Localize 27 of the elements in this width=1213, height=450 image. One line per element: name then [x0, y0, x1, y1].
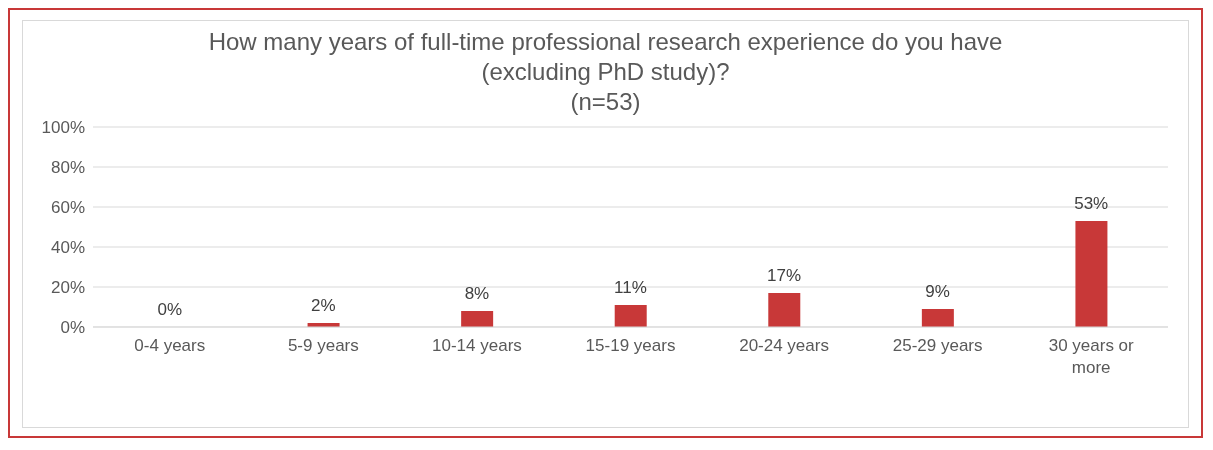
bar	[921, 309, 954, 327]
y-tick-label: 100%	[41, 118, 85, 138]
x-tick-label: 10-14 years	[432, 336, 522, 355]
bar	[1075, 221, 1108, 327]
x-tick-label: 25-29 years	[892, 336, 983, 355]
y-tick-label: 60%	[50, 198, 85, 218]
bar	[614, 305, 647, 327]
chart-title: How many years of full-time professional research experience do you have (excluding PhD study)?	[207, 27, 1004, 87]
y-tick-label: 20%	[50, 278, 85, 298]
x-tick-label: 15-19 years	[585, 336, 676, 355]
x-tick-label: 20-24 years	[739, 336, 829, 355]
bar	[768, 293, 801, 327]
data-label: 0%	[157, 300, 183, 319]
data-label: 9%	[925, 282, 950, 301]
y-tick-label: 40%	[50, 238, 85, 258]
data-label: 17%	[767, 266, 802, 285]
chart-subtitle: (n=53)	[569, 87, 642, 117]
data-label: 53%	[1074, 194, 1109, 213]
bar	[461, 311, 494, 327]
data-label: 2%	[311, 296, 336, 315]
data-label: 11%	[614, 278, 647, 297]
y-tick-label: 80%	[50, 158, 85, 178]
data-label: 8%	[464, 284, 490, 303]
x-tick-label: 0-4 years	[134, 336, 206, 355]
y-tick-label: 0%	[60, 318, 85, 338]
x-tick-label: 5-9 years	[287, 336, 359, 355]
x-tick-label: 30 years or more	[1048, 336, 1135, 377]
